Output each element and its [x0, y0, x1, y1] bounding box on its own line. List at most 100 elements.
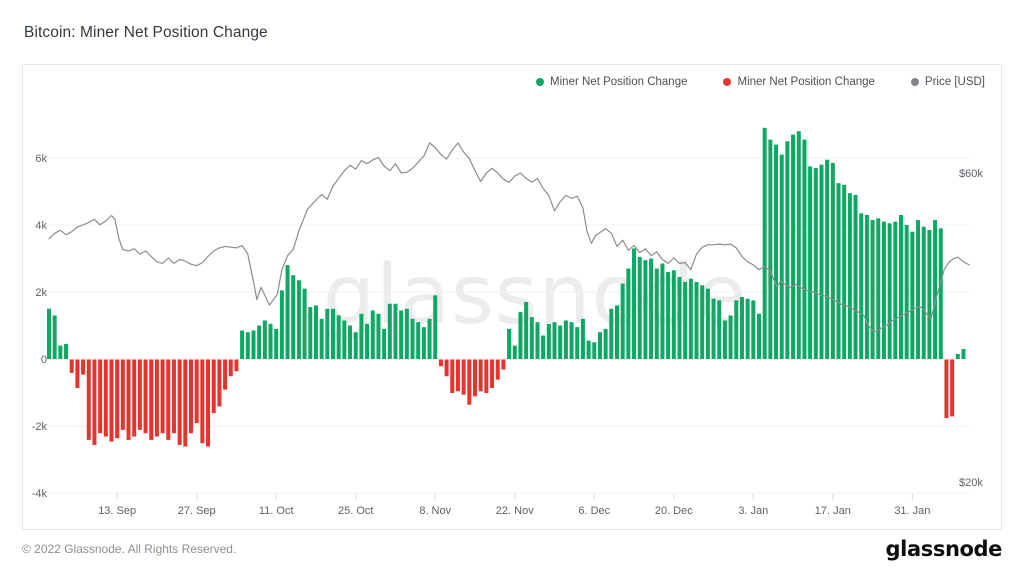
- bar[interactable]: [575, 327, 580, 359]
- legend-item-miner-net-position-positive[interactable]: Miner Net Position Change: [536, 76, 687, 88]
- bar[interactable]: [671, 270, 676, 359]
- bar[interactable]: [52, 315, 57, 359]
- bar[interactable]: [654, 268, 659, 359]
- bar[interactable]: [700, 285, 705, 359]
- bar[interactable]: [910, 231, 915, 359]
- bar[interactable]: [348, 325, 353, 360]
- bar[interactable]: [319, 318, 324, 359]
- bar[interactable]: [842, 184, 847, 359]
- bar[interactable]: [81, 359, 86, 375]
- bar[interactable]: [245, 332, 250, 359]
- bar[interactable]: [541, 335, 546, 359]
- bar[interactable]: [728, 315, 733, 359]
- bar[interactable]: [69, 359, 74, 373]
- bar[interactable]: [410, 318, 415, 359]
- bar[interactable]: [217, 359, 222, 407]
- bar[interactable]: [711, 298, 716, 359]
- bar[interactable]: [331, 308, 335, 359]
- legend-item-price-usd[interactable]: Price [USD]: [910, 76, 985, 88]
- bar[interactable]: [825, 159, 830, 359]
- bar[interactable]: [558, 325, 563, 360]
- bar[interactable]: [694, 281, 699, 359]
- bar[interactable]: [490, 359, 495, 388]
- bar[interactable]: [904, 225, 909, 359]
- bar[interactable]: [637, 256, 642, 359]
- bar[interactable]: [461, 359, 466, 395]
- bar[interactable]: [507, 328, 512, 359]
- bar[interactable]: [393, 303, 398, 359]
- bar[interactable]: [739, 297, 744, 360]
- bar[interactable]: [870, 219, 875, 359]
- bar[interactable]: [86, 359, 91, 440]
- bar[interactable]: [683, 281, 688, 359]
- bar[interactable]: [626, 268, 631, 359]
- bar[interactable]: [552, 322, 557, 359]
- bar[interactable]: [64, 343, 69, 360]
- bar[interactable]: [592, 342, 597, 359]
- bar[interactable]: [643, 260, 648, 360]
- bar[interactable]: [387, 303, 392, 359]
- bar[interactable]: [120, 359, 125, 430]
- bar[interactable]: [484, 359, 489, 394]
- bar[interactable]: [240, 330, 245, 359]
- bar[interactable]: [546, 323, 551, 359]
- bar[interactable]: [171, 359, 176, 434]
- bar[interactable]: [580, 318, 585, 359]
- bar[interactable]: [234, 359, 239, 372]
- bar[interactable]: [262, 320, 267, 359]
- bar[interactable]: [143, 359, 148, 434]
- bar[interactable]: [194, 359, 199, 424]
- bar[interactable]: [796, 131, 801, 359]
- bar[interactable]: [881, 221, 886, 359]
- bar[interactable]: [955, 353, 960, 359]
- bar[interactable]: [103, 359, 108, 437]
- bar[interactable]: [137, 359, 142, 430]
- bar[interactable]: [603, 328, 608, 359]
- bar[interactable]: [717, 300, 722, 360]
- bar[interactable]: [916, 219, 921, 359]
- bar[interactable]: [313, 305, 318, 359]
- bar[interactable]: [160, 359, 165, 434]
- bar[interactable]: [223, 359, 228, 390]
- bar[interactable]: [722, 320, 727, 359]
- bar[interactable]: [518, 312, 523, 359]
- bar[interactable]: [149, 359, 154, 440]
- bar[interactable]: [927, 230, 932, 359]
- bar[interactable]: [75, 359, 80, 388]
- bar[interactable]: [938, 228, 943, 359]
- bar[interactable]: [660, 263, 665, 359]
- bar[interactable]: [183, 359, 188, 447]
- bar[interactable]: [597, 332, 602, 359]
- bar[interactable]: [586, 340, 591, 359]
- bar[interactable]: [427, 318, 432, 359]
- bar[interactable]: [478, 359, 483, 392]
- bar[interactable]: [745, 298, 750, 359]
- bar[interactable]: [961, 348, 966, 359]
- bar[interactable]: [535, 322, 540, 359]
- bar[interactable]: [899, 214, 903, 359]
- bar[interactable]: [864, 214, 869, 359]
- bar[interactable]: [268, 323, 273, 359]
- bar[interactable]: [126, 359, 131, 440]
- bar[interactable]: [359, 313, 364, 360]
- bar[interactable]: [876, 218, 881, 359]
- bar[interactable]: [433, 295, 438, 359]
- bar[interactable]: [438, 359, 443, 367]
- bar[interactable]: [296, 280, 301, 359]
- bar[interactable]: [950, 359, 955, 417]
- bar[interactable]: [921, 226, 926, 359]
- bar[interactable]: [257, 325, 262, 360]
- bar[interactable]: [189, 359, 193, 434]
- bar[interactable]: [274, 328, 279, 359]
- bar[interactable]: [166, 359, 171, 440]
- bar[interactable]: [47, 308, 51, 359]
- bar[interactable]: [200, 359, 205, 444]
- bar[interactable]: [285, 265, 290, 359]
- bar[interactable]: [632, 248, 637, 359]
- bar[interactable]: [416, 322, 421, 359]
- bar[interactable]: [830, 163, 835, 359]
- bar[interactable]: [251, 330, 256, 359]
- bar[interactable]: [211, 359, 216, 414]
- bar[interactable]: [92, 359, 97, 445]
- bar[interactable]: [785, 141, 790, 359]
